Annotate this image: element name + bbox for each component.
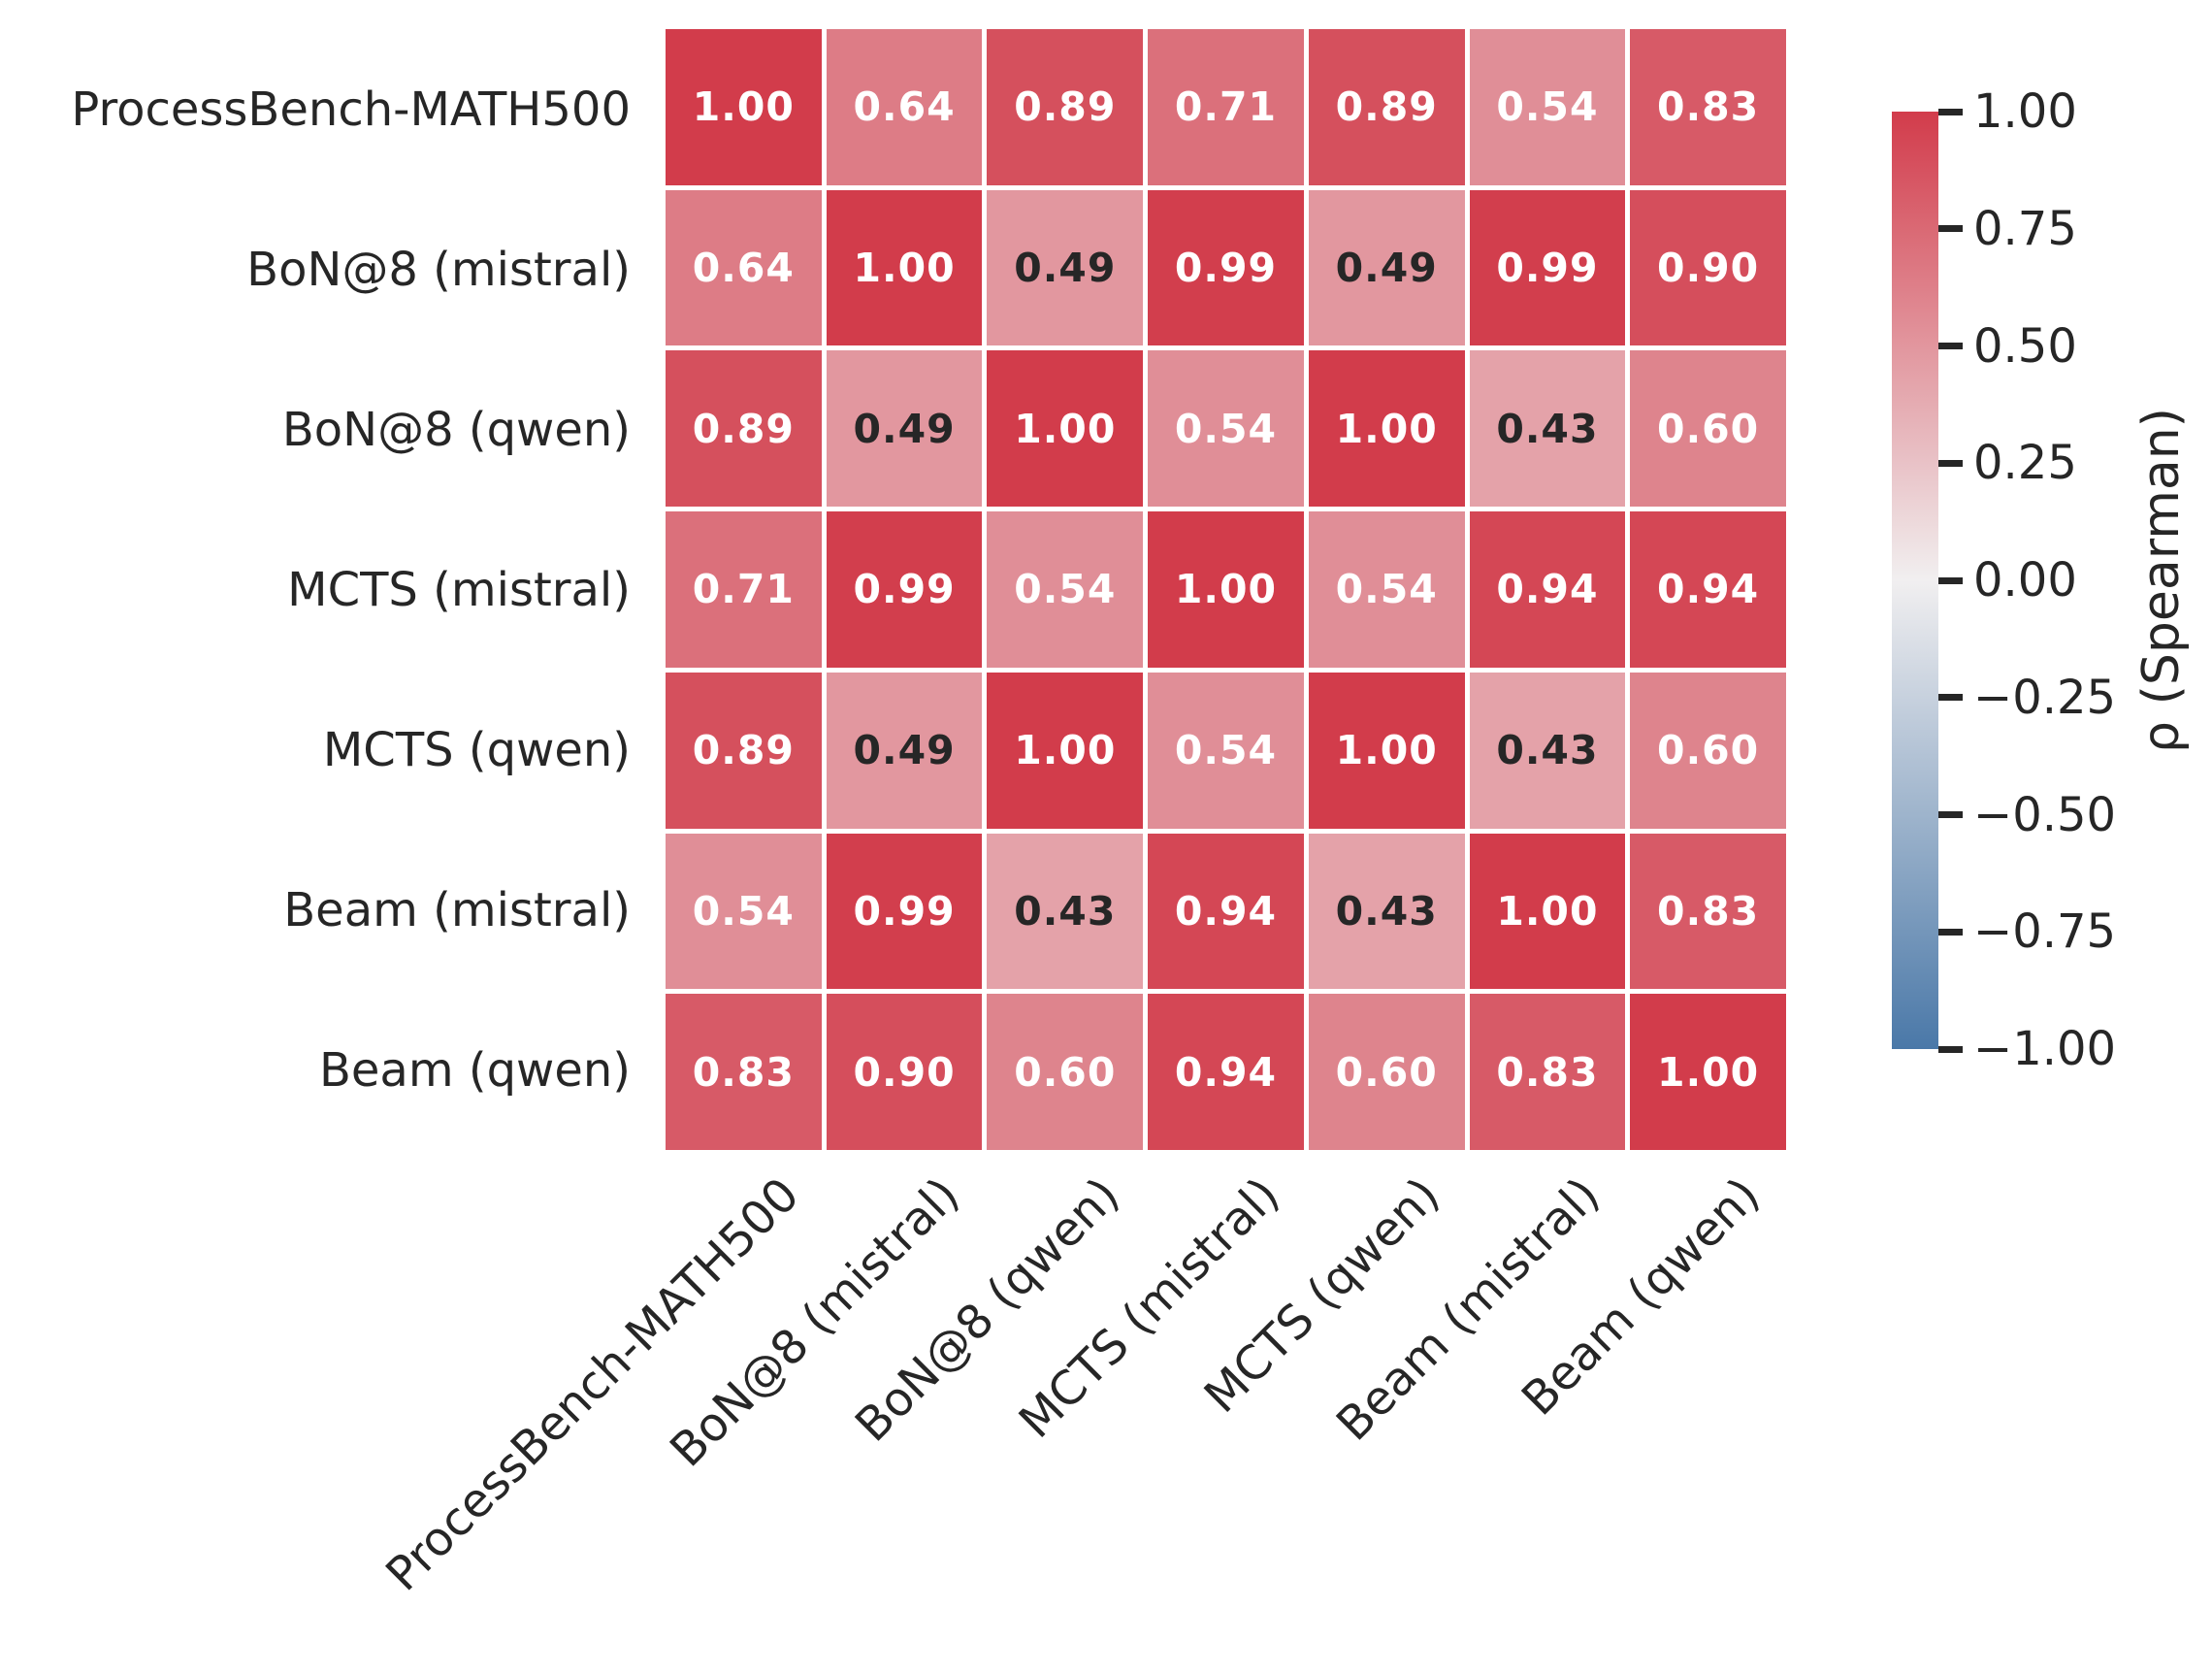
heatmap-cell: 0.49 xyxy=(1308,189,1465,346)
heatmap-cell: 0.89 xyxy=(987,29,1144,185)
heatmap-cell: 1.00 xyxy=(1469,833,1626,990)
heatmap-cell: 0.71 xyxy=(1148,29,1304,185)
y-tick-label: ProcessBench-MATH500 xyxy=(71,82,631,137)
colorbar-tick-mark xyxy=(1938,459,1963,467)
colorbar-tick-mark xyxy=(1938,108,1963,115)
heatmap-cell: 0.90 xyxy=(826,994,983,1150)
heatmap-cell: 0.94 xyxy=(1630,511,1786,668)
heatmap-cell: 0.99 xyxy=(826,833,983,990)
heatmap-cell: 0.54 xyxy=(666,833,822,990)
heatmap-cell: 0.43 xyxy=(1469,672,1626,829)
heatmap-cell: 1.00 xyxy=(1630,994,1786,1150)
heatmap-cell: 1.00 xyxy=(1308,350,1465,508)
colorbar-tick-label: 0.00 xyxy=(1973,553,2077,608)
y-tick-label: BoN@8 (mistral) xyxy=(246,242,631,297)
colorbar-tick-mark xyxy=(1938,1045,1963,1053)
heatmap-cell: 0.49 xyxy=(826,672,983,829)
heatmap-cell: 1.00 xyxy=(987,672,1144,829)
heatmap-cell: 0.90 xyxy=(1630,189,1786,346)
y-tick-label: Beam (qwen) xyxy=(318,1042,631,1098)
heatmap-cell: 0.99 xyxy=(1148,189,1304,346)
colorbar-tick-mark xyxy=(1938,811,1963,818)
colorbar-tick-mark xyxy=(1938,576,1963,584)
heatmap-cell: 0.43 xyxy=(1308,833,1465,990)
colorbar-tick-label: −1.00 xyxy=(1973,1022,2117,1076)
heatmap-cell: 0.64 xyxy=(666,189,822,346)
heatmap-cell: 0.83 xyxy=(1469,994,1626,1150)
heatmap-cell: 1.00 xyxy=(987,350,1144,508)
colorbar-tick-label: −0.75 xyxy=(1973,904,2117,960)
colorbar-tick-mark xyxy=(1938,225,1963,233)
heatmap-cell: 0.54 xyxy=(1308,511,1465,668)
heatmap-cell: 0.89 xyxy=(1308,29,1465,185)
heatmap-cell: 1.00 xyxy=(1308,672,1465,829)
heatmap-cell: 0.43 xyxy=(1469,350,1626,508)
colorbar-tick-label: 0.25 xyxy=(1973,436,2077,491)
heatmap-cell: 0.83 xyxy=(666,994,822,1150)
heatmap-cell: 0.54 xyxy=(1469,29,1626,185)
heatmap-cell: 0.89 xyxy=(666,350,822,508)
heatmap-cell: 0.60 xyxy=(987,994,1144,1150)
y-tick-label: BoN@8 (qwen) xyxy=(281,402,631,457)
heatmap-grid: 1.00 0.64 0.89 0.71 0.89 0.54 0.83 0.64 1.00 0.49… xyxy=(666,29,1786,1150)
heatmap-cell: 0.54 xyxy=(1148,672,1304,829)
heatmap-cell: 0.43 xyxy=(987,833,1144,990)
colorbar-tick-label: 1.00 xyxy=(1973,84,2077,139)
heatmap-cell: 0.54 xyxy=(1148,350,1304,508)
colorbar-gradient xyxy=(1892,112,1938,1049)
heatmap-cell: 0.83 xyxy=(1630,833,1786,990)
colorbar-tick-mark xyxy=(1938,694,1963,702)
heatmap-cell: 0.60 xyxy=(1308,994,1465,1150)
heatmap-cell: 0.60 xyxy=(1630,672,1786,829)
heatmap-cell: 0.89 xyxy=(666,672,822,829)
heatmap-cell: 0.49 xyxy=(987,189,1144,346)
colorbar-tick-mark xyxy=(1938,928,1963,936)
y-tick-label: Beam (mistral) xyxy=(283,882,631,937)
heatmap-cell: 0.94 xyxy=(1469,511,1626,668)
heatmap-cell: 0.99 xyxy=(1469,189,1626,346)
x-tick-label: BoN@8 (mistral) xyxy=(659,1167,970,1478)
heatmap-cell: 1.00 xyxy=(666,29,822,185)
heatmap-cell: 0.54 xyxy=(987,511,1144,668)
heatmap-cell: 1.00 xyxy=(826,189,983,346)
y-tick-label: MCTS (qwen) xyxy=(322,722,631,777)
heatmap-cell: 0.64 xyxy=(826,29,983,185)
heatmap-cell: 0.94 xyxy=(1148,994,1304,1150)
heatmap-cell: 0.83 xyxy=(1630,29,1786,185)
colorbar-tick-mark xyxy=(1938,343,1963,349)
heatmap-cell: 1.00 xyxy=(1148,511,1304,668)
colorbar-tick-label: −0.50 xyxy=(1973,787,2117,842)
heatmap-cell: 0.99 xyxy=(826,511,983,668)
heatmap-cell: 0.71 xyxy=(666,511,822,668)
heatmap-cell: 0.94 xyxy=(1148,833,1304,990)
heatmap-cell: 0.60 xyxy=(1630,350,1786,508)
heatmap-cell: 0.49 xyxy=(826,350,983,508)
colorbar-tick-label: −0.25 xyxy=(1973,670,2117,725)
colorbar-axis-label: ρ (Spearman) xyxy=(2132,408,2191,753)
y-tick-label: MCTS (mistral) xyxy=(287,562,631,617)
colorbar-tick-label: 0.50 xyxy=(1973,318,2077,374)
colorbar-tick-label: 0.75 xyxy=(1973,201,2077,256)
